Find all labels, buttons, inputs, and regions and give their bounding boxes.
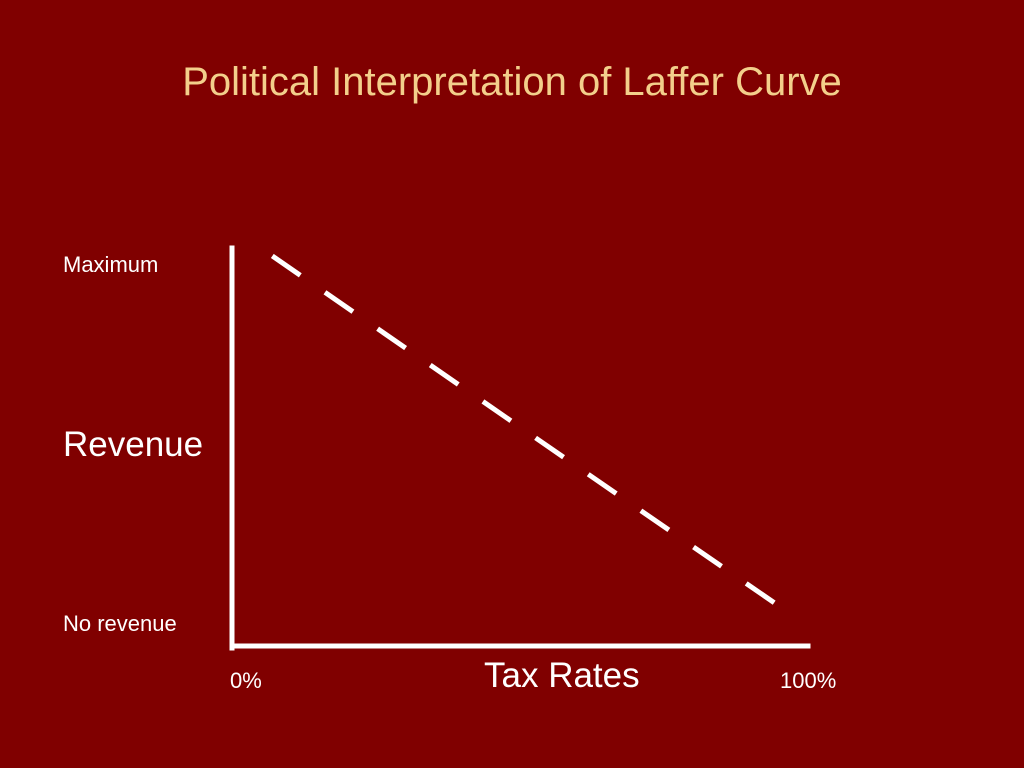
y-axis-label: Revenue	[63, 425, 204, 464]
y-tick-label-maximum: Maximum	[63, 252, 159, 277]
y-tick-label-no-revenue: No revenue	[63, 611, 177, 636]
x-tick-label-0: 0%	[230, 668, 262, 693]
x-axis-label: Tax Rates	[484, 656, 640, 695]
series-line-0	[270, 253, 787, 613]
slide-title: Political Interpretation of Laffer Curve	[182, 60, 842, 104]
x-tick-label-100: 100%	[780, 668, 837, 693]
series-layer	[270, 253, 787, 613]
